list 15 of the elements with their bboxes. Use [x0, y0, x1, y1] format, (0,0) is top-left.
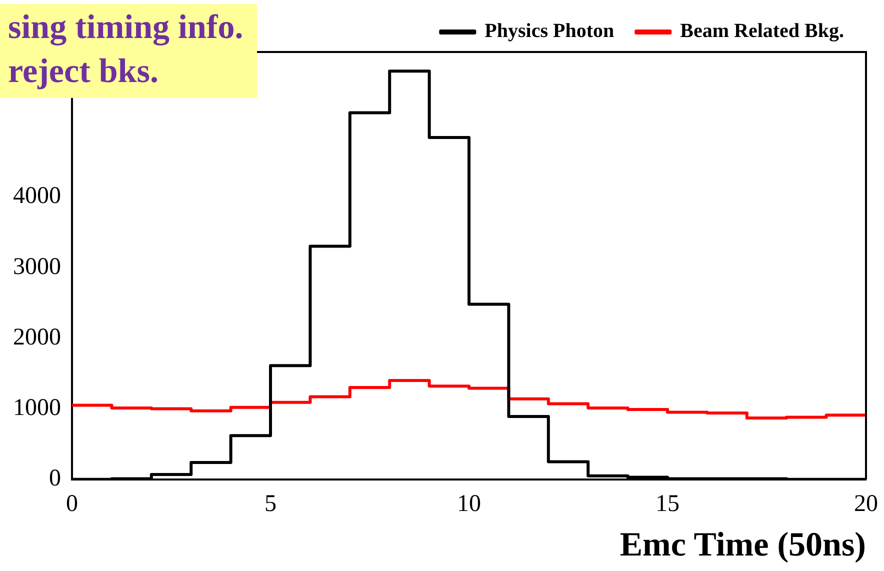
- y-tick-label: 1000: [13, 395, 61, 422]
- text: sing timing info.: [8, 8, 244, 48]
- x-tick-label: 5: [264, 491, 276, 518]
- y-tick-label: 2000: [13, 324, 61, 350]
- x-axis-title: Emc Time (50ns): [620, 526, 866, 564]
- legend-label: Beam Related Bkg.: [680, 20, 844, 42]
- y-tick-label: 4000: [13, 183, 61, 210]
- x-tick-label: 15: [656, 491, 680, 518]
- annotation: reject bks.: [8, 52, 160, 92]
- x-tick-label: 0: [66, 491, 78, 518]
- x-tick-label: 10: [457, 491, 481, 518]
- legend-label: Physics Photon: [484, 20, 614, 42]
- y-tick-label: 0: [49, 466, 61, 492]
- x-tick-label: 20: [854, 491, 878, 518]
- y-tick-label: 3000: [13, 254, 61, 280]
